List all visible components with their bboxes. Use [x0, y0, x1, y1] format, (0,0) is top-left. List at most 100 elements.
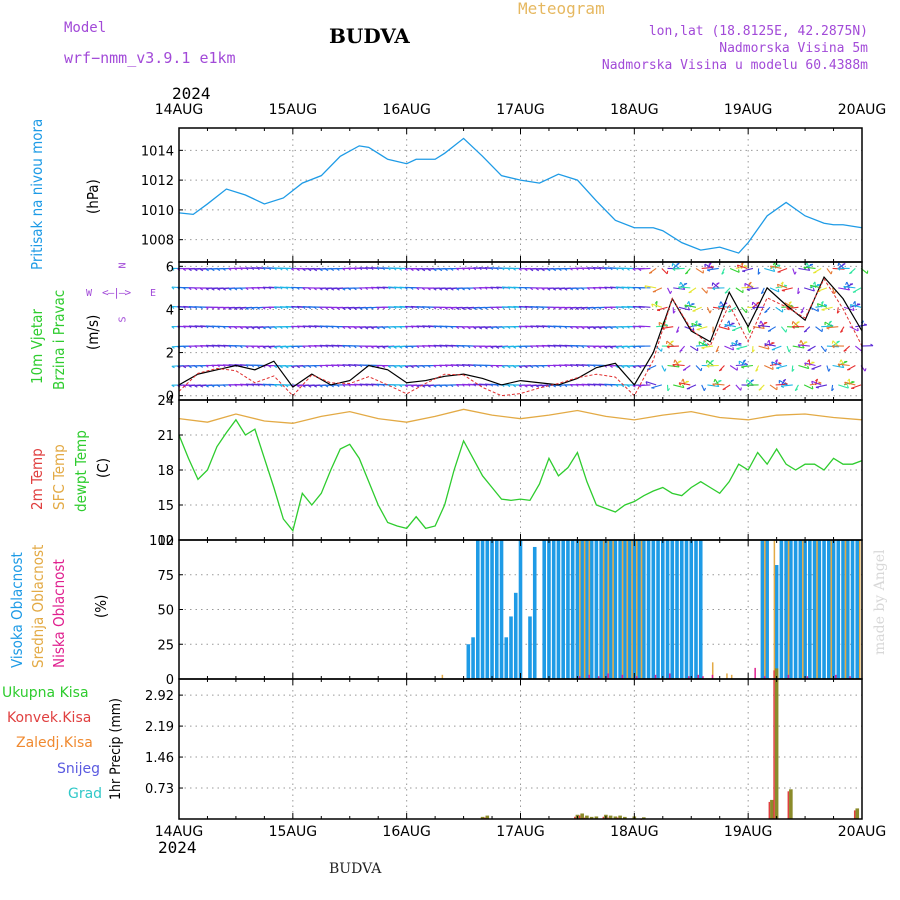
wind-arrow — [724, 345, 734, 351]
wind-arrow-head — [296, 287, 300, 290]
wind-arrow-head — [387, 267, 391, 271]
wind-arrow-head — [188, 345, 192, 349]
wind-arrow-head — [794, 388, 798, 392]
wind-arrow-head — [188, 365, 192, 369]
wind-arrow-head — [336, 384, 340, 388]
wind-arrow-head — [666, 346, 670, 349]
wind-arrow-head — [262, 306, 266, 310]
wind-arrow — [744, 282, 754, 289]
wind-arrow-head — [473, 307, 477, 310]
wind-arrow-head — [262, 346, 266, 349]
wind-arrow-head — [651, 303, 654, 308]
precip-bar — [613, 816, 618, 819]
wind-arrow-head — [495, 383, 499, 387]
wind-arrow-head — [587, 327, 591, 330]
cloud-bar — [627, 540, 632, 679]
wind-arrow-head — [784, 382, 788, 385]
wind-arrow-head — [719, 369, 723, 372]
wind-arrow-head — [645, 381, 648, 385]
wind-arrow — [738, 360, 748, 366]
wind-arrow-head — [870, 343, 874, 347]
cloud-bar — [694, 540, 698, 679]
wind-arrow-head — [381, 306, 386, 310]
wind-arrow-head — [450, 307, 454, 310]
legend-rain-freezing: Zaledj.Kisa — [16, 735, 93, 751]
wind-arrow-head — [211, 307, 215, 310]
wind-arrow-head — [251, 364, 255, 368]
wind-arrow-head — [222, 344, 226, 348]
wind-arrow-head — [736, 264, 739, 269]
wind-arrow-head — [438, 364, 442, 368]
wind-arrow-head — [399, 306, 403, 309]
wind-arrow-head — [512, 268, 516, 271]
wind-arrow-head — [547, 364, 551, 368]
wind-arrow — [638, 364, 651, 367]
wind-arrow-head — [234, 307, 238, 311]
wind-arrow-head — [759, 320, 762, 324]
wind-arrow-head — [626, 326, 630, 329]
wind-arrow-head — [387, 306, 391, 310]
wind-arrow — [707, 384, 720, 388]
wind-arrow-head — [682, 384, 685, 388]
wind-arrow-head — [581, 383, 585, 387]
precip-bar-convective — [853, 810, 856, 819]
wind-arrow — [701, 384, 705, 391]
wind-arrow-head — [347, 326, 352, 330]
legend-rain-total: Ukupna Kisa — [2, 685, 89, 701]
wind-arrow-head — [683, 282, 688, 285]
wind-arrow-head — [718, 380, 722, 382]
wind-arrow-head — [399, 268, 403, 271]
x-tick-label-top: 14AUG — [155, 102, 204, 118]
wind-arrow — [775, 306, 783, 313]
wind-arrow-head — [239, 307, 244, 311]
legend-hail: Grad — [68, 786, 103, 802]
wind-arrow-head — [524, 287, 528, 290]
cloud-bar — [635, 676, 638, 679]
wind-arrow — [746, 287, 759, 290]
wind-arrow-head — [279, 326, 283, 330]
wind-arrow-head — [296, 385, 300, 388]
cloud-bar — [623, 540, 627, 679]
wind-arrow-head — [840, 330, 844, 333]
wind-arrow-head — [726, 320, 730, 324]
wind-arrow-head — [416, 306, 420, 310]
cloud-bar — [850, 540, 855, 679]
wind-arrow-head — [685, 272, 689, 275]
wind-arrow-head — [756, 301, 760, 304]
wind-arrow — [701, 287, 708, 294]
cloud-bar — [618, 540, 622, 679]
wind-arrow-head — [484, 267, 488, 271]
wind-arrow — [832, 364, 844, 369]
wind-arrow — [638, 267, 651, 270]
wind-arrow-head — [518, 365, 522, 369]
wind-arrow-head — [353, 287, 357, 291]
wind-arrow-head — [444, 344, 448, 348]
wind-arrow — [737, 264, 748, 269]
wind-arrow-head — [649, 271, 653, 274]
cloud-bar — [580, 540, 584, 679]
wind-arrow-head — [609, 267, 613, 271]
wind-arrow-head — [456, 307, 460, 311]
wind-arrow-head — [376, 326, 380, 330]
cloud-bar — [607, 673, 609, 679]
cloud-bar — [826, 540, 831, 679]
wind-arrow-head — [319, 268, 323, 272]
y-tick-label: 15 — [157, 499, 174, 514]
wind-arrow-head — [365, 307, 369, 310]
wind-arrow-head — [279, 267, 283, 271]
wind-arrow-head — [592, 307, 596, 310]
wind-arrow-head — [182, 268, 187, 272]
wind-gust-line — [178, 277, 863, 397]
model-label: Model — [64, 20, 107, 36]
wind-arrow-head — [745, 309, 748, 313]
wind-arrow-head — [194, 385, 198, 388]
wind-arrow-head — [821, 309, 825, 311]
wind-arrow — [764, 364, 774, 371]
wind-arrow — [826, 365, 830, 372]
wind-arrow-head — [490, 306, 494, 310]
wind-arrow-head — [667, 388, 670, 392]
cloud-bar — [588, 674, 590, 679]
wind-arrow — [838, 287, 850, 291]
model-name: wrf−nmm_v3.9.1 e1km — [64, 49, 236, 67]
cloud-bar — [612, 540, 614, 679]
